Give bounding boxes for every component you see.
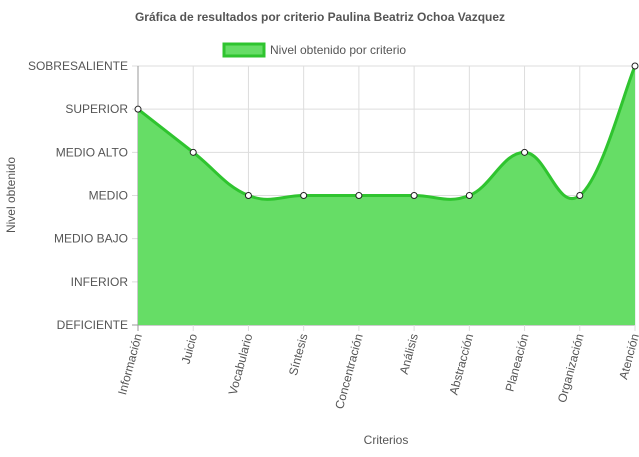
x-tick-label: Vocabulario xyxy=(226,332,256,397)
data-point[interactable] xyxy=(576,192,584,199)
data-point[interactable] xyxy=(631,62,639,70)
x-tick-label: Planeación xyxy=(503,332,532,393)
x-tick-label: Síntesis xyxy=(286,332,311,377)
y-tick-label: MEDIO BAJO xyxy=(54,232,128,246)
data-points xyxy=(134,62,639,199)
x-tick-label: Atención xyxy=(616,332,639,381)
x-tick-label: Análisis xyxy=(397,332,421,376)
series-area xyxy=(137,65,637,325)
data-point[interactable] xyxy=(465,192,473,199)
data-point[interactable] xyxy=(355,192,363,199)
data-point[interactable] xyxy=(300,192,308,199)
data-point[interactable] xyxy=(134,105,142,113)
legend-label: Nivel obtenido por criterio xyxy=(270,43,406,57)
data-point[interactable] xyxy=(244,192,252,199)
legend[interactable]: Nivel obtenido por criterio xyxy=(222,42,406,58)
x-tick-label: Organización xyxy=(555,332,587,404)
y-tick-label: INFERIOR xyxy=(71,275,129,289)
legend-swatch xyxy=(222,42,266,58)
y-tick-labels: DEFICIENTE INFERIOR MEDIO BAJO MEDIO MEDIO A… xyxy=(28,59,128,332)
data-point[interactable] xyxy=(189,148,197,156)
x-tick-label: Juicio xyxy=(179,332,201,366)
x-axis-title: Criterios xyxy=(364,433,409,447)
data-point[interactable] xyxy=(521,148,529,156)
x-tick-label: Información xyxy=(115,332,145,396)
y-axis-title: Nivel obtenido xyxy=(4,157,18,233)
y-tick-label: SOBRESALIENTE xyxy=(28,59,128,73)
chart-title: Gráfica de resultados por criterio Pauli… xyxy=(135,10,505,24)
x-tick-label: Concentración xyxy=(332,332,366,410)
data-point[interactable] xyxy=(410,192,418,199)
y-tick-label: MEDIO xyxy=(89,189,128,203)
y-tick-label: DEFICIENTE xyxy=(57,318,128,332)
x-tick-labels: Información Juicio Vocabulario Síntesis Conc… xyxy=(115,332,639,411)
y-tick-label: MEDIO ALTO xyxy=(56,145,128,159)
y-tick-label: SUPERIOR xyxy=(65,102,128,116)
x-tick-label: Abstracción xyxy=(446,332,476,396)
